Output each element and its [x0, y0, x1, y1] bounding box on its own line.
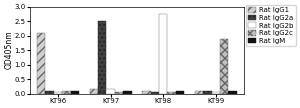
Legend: Rat IgG1, Rat IgG2a, Rat IgG2b, Rat IgG2c, Rat IgM: Rat IgG1, Rat IgG2a, Rat IgG2b, Rat IgG2… — [246, 5, 296, 46]
Bar — [70, 91, 79, 94]
Bar — [142, 91, 151, 94]
Bar — [54, 92, 62, 94]
Bar — [167, 92, 176, 94]
Bar — [176, 91, 184, 94]
Bar — [62, 91, 70, 94]
Bar — [203, 91, 212, 94]
Bar — [106, 89, 115, 94]
Y-axis label: OD405nm: OD405nm — [4, 31, 13, 69]
Bar — [115, 92, 123, 94]
Bar — [220, 39, 228, 94]
Bar — [123, 91, 132, 94]
Bar — [195, 91, 203, 94]
Bar — [228, 91, 237, 94]
Bar — [45, 91, 54, 94]
Bar — [159, 14, 167, 94]
Bar — [98, 21, 106, 94]
Bar — [212, 92, 220, 94]
Bar — [151, 92, 159, 94]
Bar — [90, 89, 98, 94]
Bar — [37, 33, 45, 94]
